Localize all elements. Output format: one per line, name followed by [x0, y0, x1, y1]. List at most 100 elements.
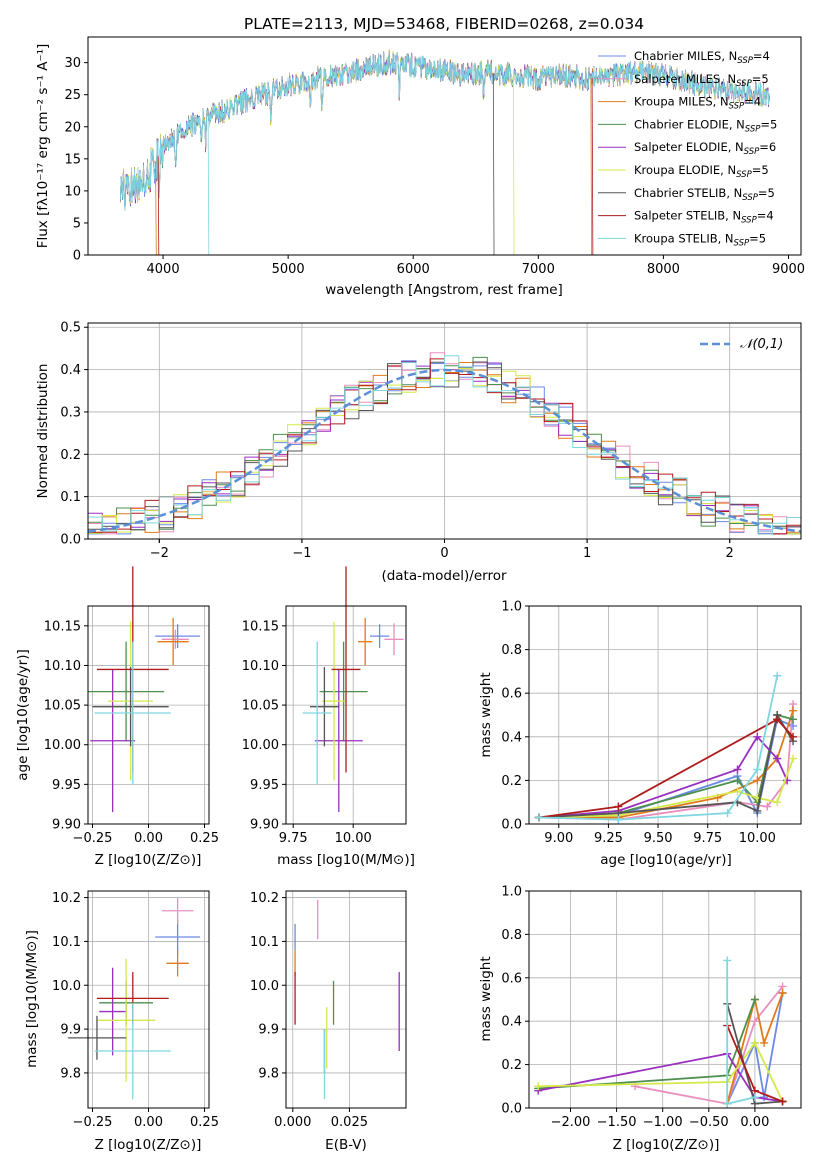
x-tick-label: −0.25 [73, 831, 113, 846]
mass-weight-marker [753, 806, 762, 815]
legend-label: Salpeter MILES, NSSP=5 [634, 72, 769, 89]
x-tick-label: 0 [440, 546, 448, 561]
histogram-ylabel: Normed distribution [35, 364, 51, 499]
gaussian-legend-label: 𝒩(0,1) [740, 337, 783, 352]
x-tick-label: 9.50 [644, 831, 673, 846]
x-tick-label: −0.25 [73, 1115, 113, 1130]
axes-frame [528, 890, 802, 1109]
mass-weight-marker [733, 765, 742, 774]
mass-weight-line [726, 992, 784, 1105]
x-tick-label: −1 [292, 546, 311, 561]
x-tick-label: −2 [150, 546, 169, 561]
y-tick-label: 15 [64, 152, 81, 167]
mass-weight-line [538, 758, 794, 819]
spectrum-legend: Chabrier MILES, NSSP=4 Salpeter MILES, NS… [598, 49, 777, 248]
mass-weight-marker [778, 1097, 787, 1106]
p4-xlabel: mass [log10(M/M⊙)] [277, 852, 415, 868]
x-tick-label: −1.00 [643, 1115, 683, 1130]
mass-weight-marker [750, 1093, 759, 1102]
masked-pixel-drop [591, 78, 594, 255]
x-tick-label: 2 [726, 546, 734, 561]
x-tick-label: 9.00 [544, 831, 573, 846]
age-vs-mass-panel: 9.75 10.00 9.90 9.95 10.00 10.05 10.10 10.15 [242, 566, 407, 846]
y-tick-label: 9.90 [52, 818, 81, 833]
mass-weight-marker [753, 776, 762, 785]
histogram-grid: −2 −1 0 1 2 0.0 0.1 0.2 0.3 0.4 0.5 [60, 321, 801, 561]
mass-weight-marker [750, 995, 759, 1004]
x-tick-label: 7000 [522, 262, 555, 277]
y-tick-label: 10.00 [242, 738, 279, 753]
x-tick-label: −0.50 [689, 1115, 729, 1130]
x-tick-label: 8000 [647, 262, 680, 277]
y-tick-label: 5 [73, 216, 81, 231]
y-tick-label: 10.10 [44, 659, 81, 674]
x-tick-label: 10.00 [739, 831, 776, 846]
legend-label: Chabrier ELODIE, NSSP=5 [634, 117, 777, 134]
p6-xlabel: Z [log10(Z/Z⊙)] [95, 1137, 202, 1153]
mass-weight-marker [789, 732, 798, 741]
y-tick-label: 0.2 [501, 774, 522, 789]
y-tick-label: 0.4 [501, 1015, 522, 1030]
y-tick-label: 10.10 [242, 659, 279, 674]
mass-weight-marker [614, 815, 623, 824]
legend-label: Salpeter ELODIE, NSSP=6 [634, 140, 776, 157]
mass-weight-vs-age-panel: 9.00 9.25 9.50 9.75 10.00 0.0 0.2 0.4 0.6 0.8 1.0 [501, 600, 802, 846]
spectrum-lines [120, 49, 770, 255]
y-tick-label: 10.00 [44, 738, 81, 753]
y-tick-label: 10.0 [250, 979, 279, 994]
p7-xlabel: E(B-V) [325, 1137, 367, 1153]
histogram-xlabel: (data-model)/error [381, 568, 507, 584]
y-tick-label: 0.6 [501, 687, 522, 702]
mass-weight-marker [534, 813, 543, 822]
masked-pixel-drop [512, 75, 515, 255]
mass-weight-line [538, 735, 788, 819]
axes-frame [285, 890, 407, 1109]
y-tick-label: 0.3 [60, 405, 81, 420]
y-tick-label: 10.15 [44, 619, 81, 634]
spectrum-ylabel: Flux [fλ10⁻¹⁷ erg cm⁻² s⁻¹ A⁻¹] [35, 44, 51, 249]
mass-weight-marker [534, 1082, 543, 1091]
p3-ylabel: age [log10(age/yr)] [15, 649, 31, 781]
y-tick-label: 10.1 [250, 935, 279, 950]
axes-frame [528, 605, 802, 825]
y-tick-label: 10.05 [44, 699, 81, 714]
masked-pixel-drop [492, 72, 495, 255]
masked-pixel-drop [155, 161, 157, 255]
y-tick-label: 0.0 [501, 818, 522, 833]
p8-xlabel: Z [log10(Z/Z⊙)] [613, 1137, 720, 1153]
histogram-step-line [88, 368, 801, 535]
spectrum-title: PLATE=2113, MJD=53468, FIBERID=0268, z=0… [244, 15, 644, 33]
mass-weight-marker [753, 732, 762, 741]
mass-weight-marker [778, 988, 787, 997]
mass-weight-marker [614, 802, 623, 811]
masked-pixel-drop [207, 116, 210, 255]
x-tick-label: 1 [583, 546, 591, 561]
mass-weight-marker [750, 1017, 759, 1026]
mass-weight-marker [733, 776, 742, 785]
y-tick-label: 0.0 [501, 1102, 522, 1117]
y-tick-label: 0.2 [60, 448, 81, 463]
x-tick-label: 0.00 [134, 1115, 163, 1130]
x-tick-label: 9.75 [279, 831, 308, 846]
p5-xlabel: age [log10(age/yr)] [600, 852, 732, 868]
age-vs-metallicity-panel: −0.25 0.00 0.25 9.90 9.95 10.00 10.05 10.10 10.1… [44, 566, 219, 846]
y-tick-label: 9.8 [60, 1066, 81, 1081]
y-tick-label: 0 [73, 249, 81, 264]
histogram-legend: 𝒩(0,1) [700, 337, 783, 352]
y-tick-label: 0.2 [501, 1058, 522, 1073]
axes-frame [87, 605, 210, 825]
mass-weight-marker [789, 706, 798, 715]
mass-weight-marker [763, 802, 772, 811]
legend-label: Kroupa STELIB, NSSP=5 [634, 231, 766, 248]
y-tick-label: 0.0 [60, 533, 81, 548]
x-tick-label: −2.00 [551, 1115, 591, 1130]
legend-label: Salpeter STELIB, NSSP=4 [634, 209, 774, 226]
x-tick-label: 9.25 [594, 831, 623, 846]
mass-weight-marker [723, 956, 732, 965]
mass-weight-marker [750, 1038, 759, 1047]
x-tick-label: 0.25 [190, 1115, 219, 1130]
mass-weight-vs-metallicity-panel: −2.00 −1.50 −1.00 −0.50 0.00 0.0 0.2 0.4 0.6 0.8 1… [501, 885, 802, 1130]
spectrum-ticks: 4000 5000 6000 7000 8000 9000 0 5 10 15 20 25 30 [64, 56, 805, 277]
mass-weight-marker [789, 754, 798, 763]
axes-frame [285, 605, 407, 825]
